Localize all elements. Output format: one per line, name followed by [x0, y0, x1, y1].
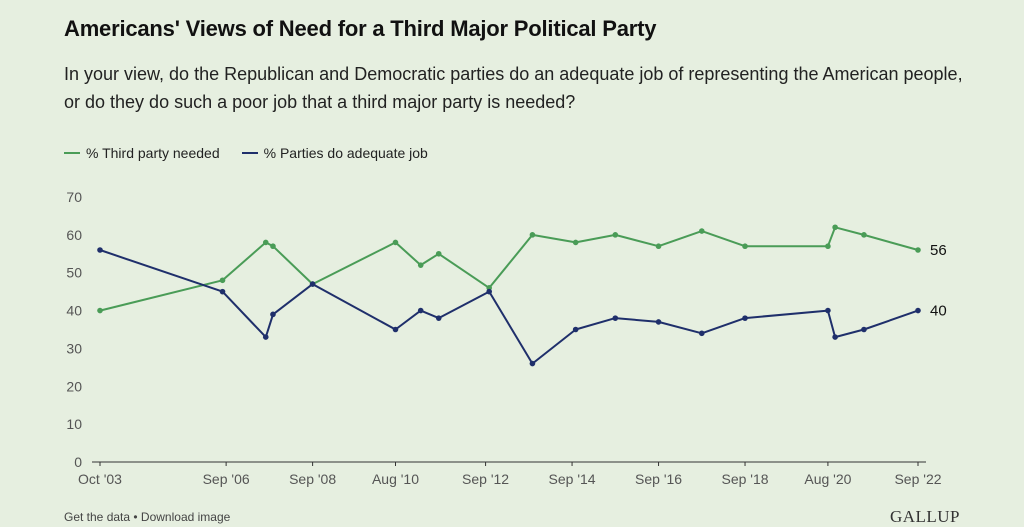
data-point [219, 288, 226, 295]
end-value-label: 40 [930, 303, 947, 320]
data-point [219, 277, 226, 284]
y-tick-label: 60 [66, 227, 82, 243]
y-tick-label: 20 [66, 378, 82, 394]
legend-item-adequate-job: % Parties do adequate job [241, 145, 428, 161]
gallup-logo: GALLUP [889, 507, 960, 526]
data-point [861, 326, 867, 333]
legend-swatch-third-party [64, 152, 80, 154]
data-point [262, 334, 269, 340]
x-tick-label: Sep '18 [722, 471, 769, 487]
y-tick-label: 50 [66, 265, 82, 281]
data-point [435, 250, 442, 257]
legend-swatch-adequate-job [241, 152, 258, 154]
download-image-link[interactable]: Download image [140, 510, 231, 524]
data-point [698, 330, 705, 337]
y-tick-label: 40 [66, 303, 82, 319]
data-point [612, 232, 619, 238]
x-tick-label: Sep '22 [894, 471, 941, 487]
x-tick-label: Sep '16 [635, 471, 682, 487]
x-tick-label: Sep '12 [462, 471, 509, 487]
y-tick-label: 10 [66, 416, 82, 432]
footer-links: Get the data • Download image [64, 510, 230, 524]
chart-legend: % Third party needed % Parties do adequa… [64, 145, 428, 161]
data-point [655, 319, 662, 325]
data-point [742, 315, 748, 321]
x-tick-label: Aug '20 [804, 471, 851, 487]
series-line-0 [99, 226, 919, 312]
x-tick-label: Oct '03 [78, 471, 122, 487]
data-point [529, 232, 536, 238]
data-point [655, 243, 662, 250]
data-point [270, 311, 276, 318]
end-value-label: 56 [930, 242, 947, 259]
legend-label-adequate-job: % Parties do adequate job [263, 145, 428, 161]
chart-subtitle: In your view, do the Republican and Demo… [64, 64, 963, 112]
y-tick-label: 30 [66, 340, 82, 356]
data-point [270, 243, 276, 250]
data-point [861, 232, 867, 238]
y-tick-label: 0 [74, 454, 82, 470]
footer-separator: • [130, 510, 141, 524]
data-point [698, 228, 705, 234]
legend-label-third-party: % Third party needed [86, 145, 220, 161]
data-point [612, 315, 619, 321]
data-point [392, 326, 399, 333]
y-tick-label: 70 [66, 189, 82, 205]
data-point [832, 334, 838, 340]
series-line-1 [99, 249, 919, 365]
data-point [832, 224, 838, 231]
data-point [435, 315, 442, 321]
x-tick-label: Sep '08 [289, 471, 336, 487]
get-data-link[interactable]: Get the data [64, 510, 131, 524]
data-point [417, 262, 424, 268]
data-point [262, 239, 269, 246]
data-point [392, 239, 399, 246]
data-point [825, 307, 831, 314]
data-point [572, 239, 579, 246]
legend-item-third-party: % Third party needed [64, 145, 220, 161]
data-point [486, 288, 492, 295]
x-tick-label: Sep '06 [203, 471, 250, 487]
data-point [915, 307, 921, 314]
data-point [417, 307, 424, 314]
data-point [915, 247, 921, 253]
data-point [529, 360, 536, 367]
x-tick-label: Aug '10 [372, 471, 419, 487]
x-tick-label: Sep '14 [549, 471, 596, 487]
data-point [572, 326, 579, 333]
data-point [309, 281, 316, 287]
data-point [97, 307, 103, 314]
data-point [97, 247, 103, 253]
chart-title: Americans' Views of Need for a Third Maj… [64, 16, 657, 41]
data-point [742, 243, 748, 250]
data-point [825, 243, 831, 250]
